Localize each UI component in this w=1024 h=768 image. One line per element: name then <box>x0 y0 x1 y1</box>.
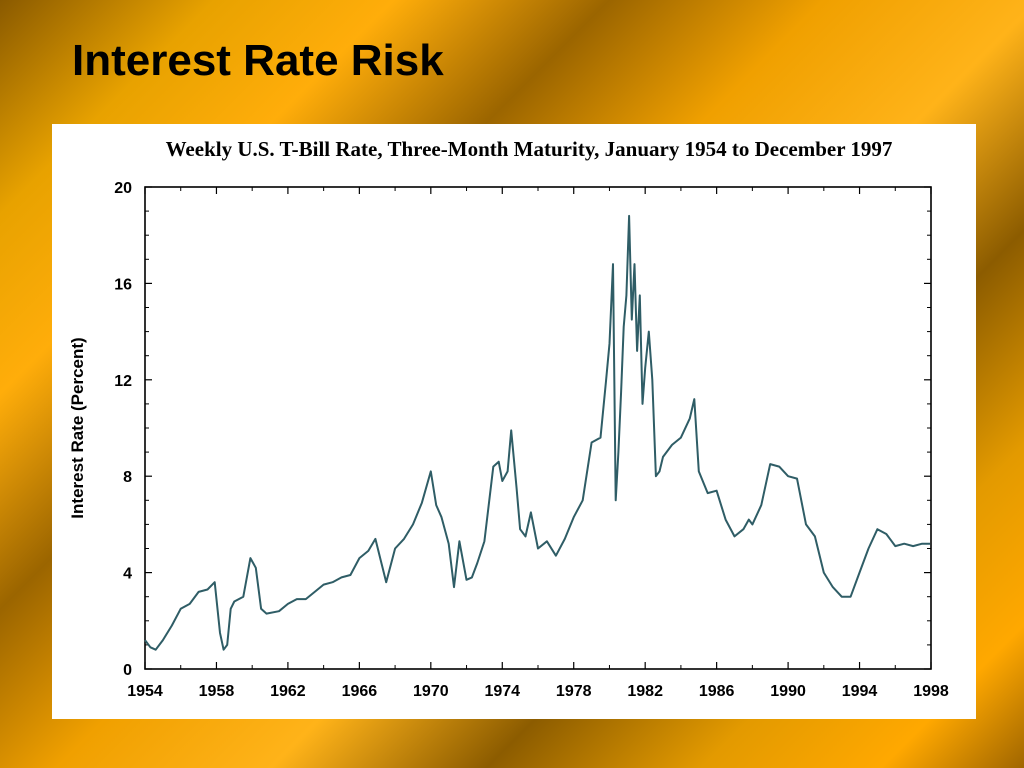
chart-panel: Weekly U.S. T-Bill Rate, Three-Month Mat… <box>52 124 976 719</box>
series-line-tbill-rate <box>144 214 931 651</box>
x-tick-label: 1962 <box>270 683 306 700</box>
chart-title: Weekly U.S. T-Bill Rate, Three-Month Mat… <box>166 137 893 161</box>
x-tick-label: 1994 <box>842 683 878 700</box>
y-axis-label: Interest Rate (Percent) <box>68 337 87 518</box>
y-tick-label: 20 <box>114 180 132 197</box>
y-tick-label: 12 <box>114 373 132 390</box>
y-tick-label: 16 <box>114 276 132 293</box>
x-tick-label: 1982 <box>627 683 663 700</box>
y-axis: 0 4 8 12 16 20 <box>114 180 931 679</box>
x-tick-label: 1986 <box>699 683 735 700</box>
x-axis: 1954 1958 1962 1966 1970 1974 1978 1982 1986 1990… <box>127 187 949 700</box>
x-tick-label: 1954 <box>127 683 163 700</box>
x-tick-label: 1974 <box>484 683 520 700</box>
x-tick-label: 1966 <box>342 683 378 700</box>
slide-title: Interest Rate Risk <box>72 36 444 85</box>
x-tick-label: 1970 <box>413 683 449 700</box>
y-tick-label: 0 <box>123 662 132 679</box>
y-tick-label: 8 <box>123 469 132 486</box>
x-tick-label: 1958 <box>199 683 235 700</box>
plot-frame <box>144 186 932 670</box>
x-tick-label: 1998 <box>913 683 949 700</box>
x-tick-label: 1990 <box>770 683 806 700</box>
tbill-rate-chart: Weekly U.S. T-Bill Rate, Three-Month Mat… <box>68 137 949 700</box>
y-tick-label: 4 <box>123 566 132 583</box>
x-tick-label: 1978 <box>556 683 592 700</box>
